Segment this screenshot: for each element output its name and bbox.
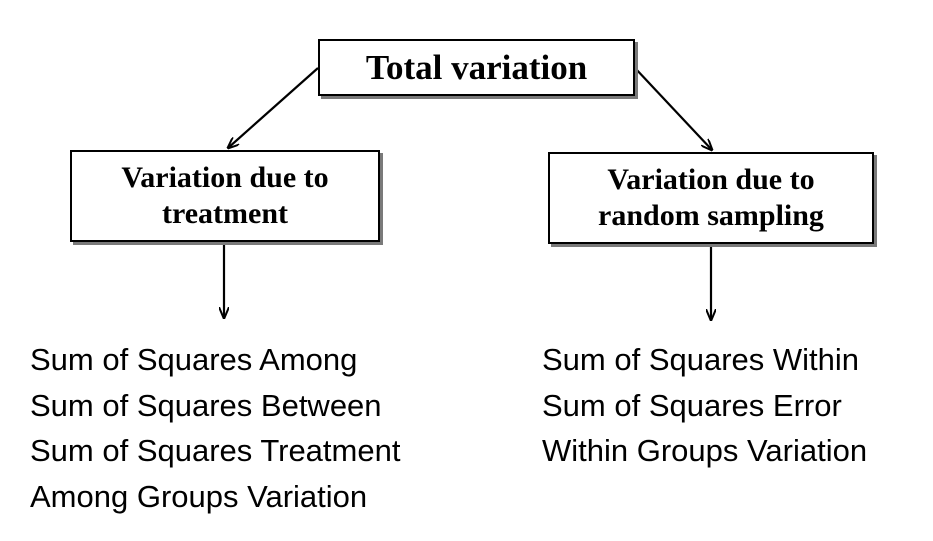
treatment-variation-box: Variation due to treatment <box>70 150 380 242</box>
treatment-variation-label-line-2: treatment <box>161 197 289 230</box>
random-sampling-variation-label-line-1: Variation due to <box>607 163 815 196</box>
treatment-term: Sum of Squares Among <box>30 342 358 377</box>
random-sampling-term: Sum of Squares Error <box>542 387 842 423</box>
treatment-term: Sum of Squares Treatment <box>30 433 401 468</box>
treatment-variation-label-line-1: Variation due to <box>121 161 329 194</box>
treatment-term: Among Groups Variation <box>30 478 368 514</box>
random-sampling-terms-list: Sum of Squares Within Sum of Squares Err… <box>542 337 867 474</box>
total-variation-label: Total variation <box>365 47 588 87</box>
random-sampling-term: Sum of Squares Within <box>542 342 860 377</box>
random-sampling-term: Within Groups Variation <box>542 433 868 468</box>
arrow-root-to-treatment <box>228 67 319 148</box>
random-sampling-variation-label-line-2: random sampling <box>598 199 824 232</box>
treatment-term: Sum of Squares Between <box>30 387 382 423</box>
random-sampling-variation-box: Variation due to random sampling <box>548 152 874 244</box>
arrow-root-to-random-sampling <box>634 67 712 150</box>
treatment-terms-list: Sum of Squares Among Sum of Squares Betw… <box>30 337 400 519</box>
total-variation-box: Total variation <box>318 39 635 96</box>
